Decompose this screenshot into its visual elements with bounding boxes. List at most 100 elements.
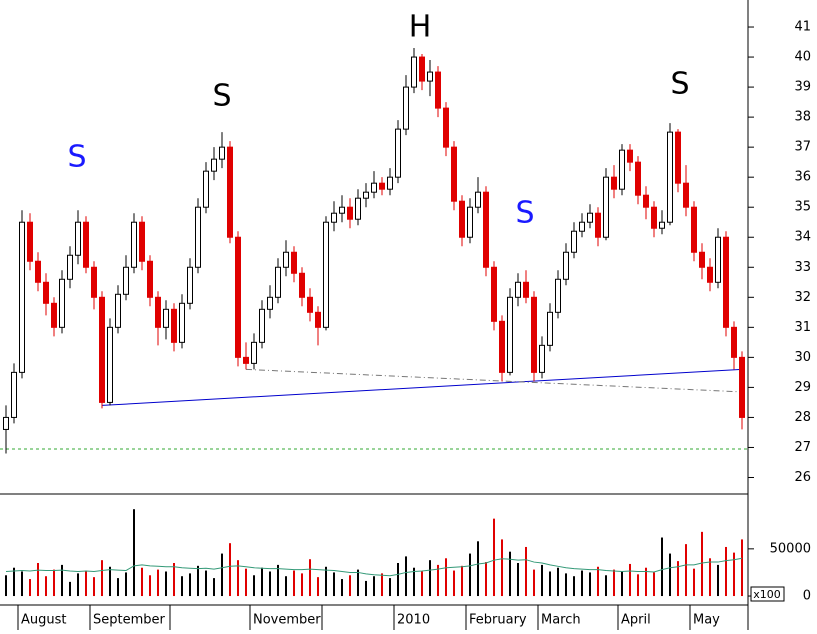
candle-body	[707, 266, 713, 283]
volume-bar	[461, 565, 463, 597]
volume-bar	[557, 567, 559, 597]
y-tick-label: 38	[794, 110, 811, 125]
candle-body	[579, 221, 585, 232]
volume-bar	[317, 577, 319, 597]
volume-bar	[357, 569, 359, 597]
y-tick-label: 28	[794, 410, 811, 425]
volume-bar	[629, 563, 631, 597]
volume-bar	[653, 572, 655, 597]
candle-body	[75, 221, 81, 256]
candle-body	[11, 371, 17, 418]
candle-body	[371, 182, 377, 193]
candle-body	[619, 149, 625, 190]
pattern-label: S	[212, 79, 231, 114]
candle-body	[323, 221, 329, 328]
y-tick-label: 26	[794, 470, 811, 485]
candle-body	[235, 236, 241, 358]
volume-bar	[77, 573, 79, 597]
candle-body	[339, 206, 345, 214]
candle-body	[307, 296, 313, 313]
candle-body	[379, 182, 385, 190]
x-tick-label: November	[253, 613, 321, 628]
y-tick-label: 37	[794, 140, 811, 155]
volume-bar	[685, 544, 687, 597]
volume-bar	[157, 569, 159, 597]
candle-body	[699, 251, 705, 268]
candle-body	[531, 296, 537, 373]
volume-bar	[701, 531, 703, 597]
candle-body	[627, 149, 633, 163]
candle-body	[35, 260, 41, 283]
candle-body	[155, 296, 161, 328]
volume-bar	[381, 573, 383, 597]
volume-bar	[341, 579, 343, 597]
volume-bar	[405, 556, 407, 597]
candle-body	[419, 56, 425, 82]
candle-body	[539, 344, 545, 373]
candle-body	[355, 197, 361, 220]
volume-bar	[269, 571, 271, 597]
candle-body	[547, 311, 553, 346]
candle-body	[387, 176, 393, 190]
candle-body	[635, 161, 641, 196]
candle-body	[643, 194, 649, 208]
volume-bar	[197, 565, 199, 597]
candle-body	[475, 191, 481, 208]
candle-body	[251, 341, 257, 364]
x-tick-label: April	[621, 613, 651, 628]
volume-bar	[93, 577, 95, 597]
candle-body	[163, 308, 169, 328]
volume-bar	[709, 558, 711, 597]
x-tick-label: September	[93, 613, 166, 628]
x-tick-label: August	[21, 613, 67, 628]
candle-body	[171, 308, 177, 343]
candle-body	[715, 236, 721, 283]
volume-bar	[741, 539, 743, 597]
candle-body	[507, 296, 513, 373]
y-tick-label: 41	[794, 20, 811, 35]
y-tick-label: 29	[794, 380, 811, 395]
volume-bar	[661, 537, 663, 597]
candle-body	[291, 251, 297, 274]
candle-body	[659, 221, 665, 229]
candle-body	[555, 278, 561, 313]
volume-bar	[597, 566, 599, 597]
y-tick-label: 30	[794, 350, 811, 365]
volume-bar	[589, 572, 591, 597]
volume-bar	[501, 539, 503, 597]
candle-body	[363, 191, 369, 199]
candle-body	[115, 293, 121, 328]
volume-bar	[85, 570, 87, 597]
volume-bar	[349, 575, 351, 597]
volume-bar	[725, 546, 727, 597]
volume-bar	[693, 568, 695, 597]
volume-bar	[117, 578, 119, 597]
volume-bar	[45, 576, 47, 597]
pattern-label: S	[670, 67, 689, 102]
candle-body	[107, 326, 113, 403]
x-tick-label: 2010	[397, 613, 430, 628]
volume-bar	[333, 572, 335, 597]
candle-body	[467, 206, 473, 238]
volume-bar	[613, 569, 615, 597]
candle-body	[299, 272, 305, 298]
volume-bar	[189, 573, 191, 597]
volume-bar	[237, 560, 239, 597]
candle-body	[683, 182, 689, 208]
y2-tick-label: 0	[803, 589, 811, 604]
volume-bar	[309, 559, 311, 597]
volume-bar	[133, 509, 135, 597]
y-tick-label: 27	[794, 440, 811, 455]
candle-body	[515, 281, 521, 298]
volume-ma-line	[5, 557, 743, 577]
candle-body	[499, 320, 505, 373]
volume-bar	[141, 567, 143, 597]
y-tick-label: 31	[794, 320, 811, 335]
volume-bar	[253, 575, 255, 597]
x-tick-label: May	[693, 613, 720, 628]
candle-body	[491, 266, 497, 322]
candle-body	[43, 281, 49, 304]
candle-body	[3, 416, 9, 430]
